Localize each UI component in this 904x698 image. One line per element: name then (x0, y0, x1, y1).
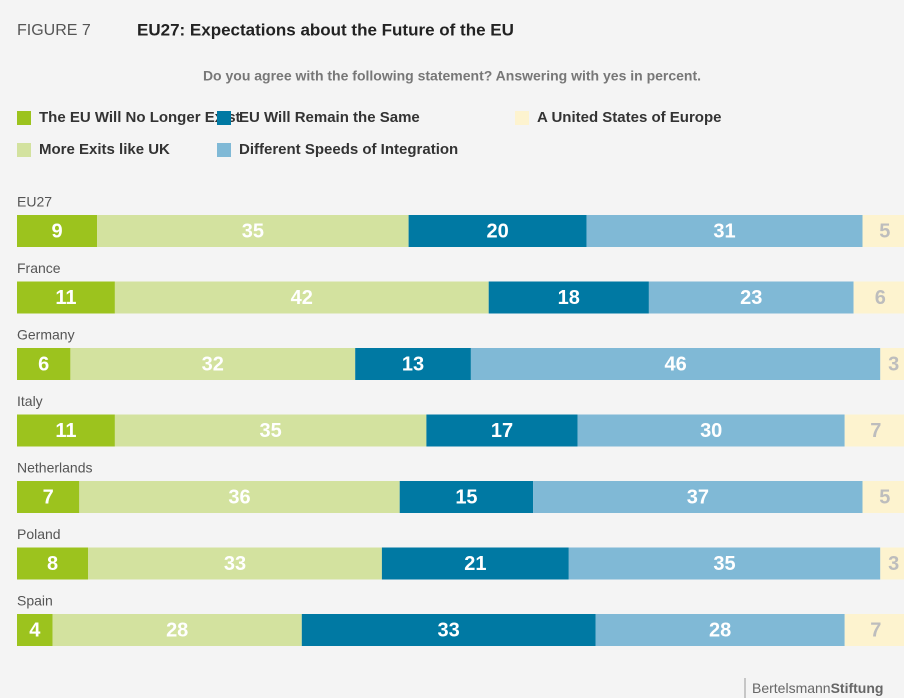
value-label: 46 (664, 353, 686, 375)
legend-label: A United States of Europe (537, 109, 721, 126)
bar-segment (880, 547, 904, 580)
value-label: 3 (888, 353, 899, 375)
bar-segment (862, 481, 904, 513)
value-label: 33 (438, 619, 460, 641)
value-label: 20 (486, 220, 508, 242)
category-label: Spain (17, 593, 53, 609)
value-label: 13 (402, 353, 424, 375)
value-label: 11 (55, 287, 76, 309)
value-label: 30 (700, 420, 722, 442)
bar-segment (568, 547, 881, 580)
bar-segment (381, 547, 569, 580)
bar-segment (844, 414, 904, 447)
legend-swatch (217, 111, 231, 125)
category-label: EU27 (17, 194, 52, 210)
category-label: Poland (17, 526, 61, 542)
legend-label: Different Speeds of Integration (239, 141, 458, 158)
bar-segment (586, 215, 863, 247)
bar-segment (426, 414, 578, 447)
category-label: Italy (17, 393, 43, 409)
bar-segment (862, 215, 904, 247)
category-label: Germany (17, 327, 75, 343)
value-label: 6 (875, 287, 886, 309)
bar-segment (97, 215, 409, 247)
value-label: 28 (709, 619, 731, 641)
value-label: 18 (558, 287, 580, 309)
brand-light: Bertelsmann (752, 680, 831, 696)
bar-segment (114, 281, 489, 314)
value-label: 36 (228, 486, 250, 508)
bar-segment (79, 481, 400, 513)
chart-subtitle: Do you agree with the following statemen… (203, 68, 701, 84)
bar-segment (844, 614, 904, 646)
value-label: 17 (491, 420, 513, 442)
value-label: 7 (870, 420, 881, 442)
bar-segment (399, 481, 534, 513)
bar-segment (17, 348, 71, 380)
legend-label: EU Will Remain the Same (239, 109, 420, 126)
value-label: 5 (879, 486, 890, 508)
legend-swatch (217, 143, 231, 157)
bar-segment (17, 547, 89, 580)
bar-segment (577, 414, 845, 447)
figure-label: FIGURE 7 (17, 22, 91, 39)
value-label: 5 (879, 220, 890, 242)
bar-segment (301, 614, 596, 646)
value-label: 23 (740, 287, 762, 309)
brand: BertelsmannStiftung (752, 680, 883, 696)
value-label: 11 (55, 420, 76, 442)
bar-segment (533, 481, 863, 513)
brand-bold: Stiftung (831, 680, 884, 696)
bar-segment (488, 281, 649, 314)
value-label: 35 (260, 420, 282, 442)
category-label: Netherlands (17, 460, 93, 476)
bar-segment (52, 614, 302, 646)
value-label: 35 (242, 220, 264, 242)
legend-swatch (515, 111, 529, 125)
bar-segment (114, 414, 427, 447)
legend-swatch (17, 143, 31, 157)
value-label: 31 (713, 220, 735, 242)
bar-segment (408, 215, 587, 247)
value-label: 28 (166, 619, 188, 641)
legend-label: The EU Will No Longer Exist (39, 109, 241, 126)
bar-segment (17, 215, 98, 247)
value-label: 37 (687, 486, 709, 508)
bar-segment (88, 547, 382, 580)
bar-segment (355, 348, 471, 380)
value-label: 9 (51, 220, 62, 242)
value-label: 7 (870, 619, 881, 641)
bar-segment (648, 281, 854, 314)
bar-segment (17, 281, 115, 314)
value-label: 4 (29, 619, 41, 641)
value-label: 15 (455, 486, 477, 508)
category-label: France (17, 260, 61, 276)
value-label: 6 (38, 353, 49, 375)
value-label: 8 (47, 553, 58, 575)
bar-segment (17, 614, 53, 646)
bar-segment (853, 281, 904, 314)
bar-segment (70, 348, 356, 380)
bar-segment (17, 481, 80, 513)
bar-segment (880, 348, 904, 380)
value-label: 35 (713, 553, 735, 575)
bar-segment (470, 348, 881, 380)
chart-title: EU27: Expectations about the Future of t… (137, 20, 514, 39)
value-label: 33 (224, 553, 246, 575)
value-label: 7 (43, 486, 54, 508)
value-label: 32 (202, 353, 224, 375)
value-label: 3 (888, 553, 899, 575)
bar-segment (595, 614, 845, 646)
value-label: 42 (291, 287, 313, 309)
legend-label: More Exits like UK (39, 141, 170, 158)
bar-segment (17, 414, 115, 447)
legend-swatch (17, 111, 31, 125)
value-label: 21 (464, 553, 486, 575)
